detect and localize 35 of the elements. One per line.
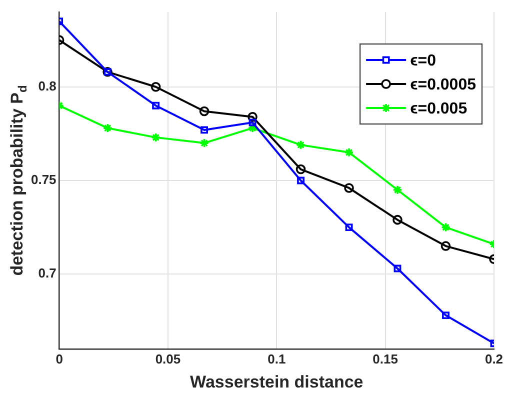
legend-label: ϵ=0 — [410, 52, 436, 70]
point — [392, 184, 402, 195]
x-tick-label: 0.15 — [372, 351, 398, 366]
legend-label: ϵ=0.0005 — [410, 76, 476, 94]
point — [102, 123, 112, 133]
point — [150, 82, 161, 92]
point — [150, 132, 161, 142]
point — [440, 222, 451, 232]
legend-label: ϵ=0.005 — [410, 100, 468, 118]
y-tick-label: 0.7 — [38, 266, 56, 281]
y-axis-title: detection probability Pd — [8, 85, 30, 276]
point — [442, 312, 450, 320]
point — [248, 123, 258, 133]
point — [344, 148, 354, 158]
y-tick-label: 0.75 — [30, 172, 56, 188]
x-axis-title: Wasserstein distance — [190, 372, 364, 392]
point — [248, 112, 258, 122]
point — [200, 126, 208, 134]
point — [152, 102, 160, 110]
point — [296, 164, 306, 174]
x-tick-label: 0.05 — [155, 351, 181, 366]
x-tick-label: 0 — [56, 351, 63, 366]
point — [248, 118, 256, 126]
point — [199, 138, 210, 148]
point — [440, 241, 451, 251]
point — [296, 140, 306, 150]
y-tick-label: 0.8 — [38, 78, 56, 94]
point — [392, 214, 402, 225]
point — [394, 264, 402, 272]
point — [199, 106, 210, 116]
point — [297, 176, 305, 184]
x-tick-label: 0.2 — [484, 351, 504, 366]
x-tick-label: 0.1 — [268, 351, 286, 366]
point — [344, 183, 354, 193]
point — [345, 224, 353, 232]
